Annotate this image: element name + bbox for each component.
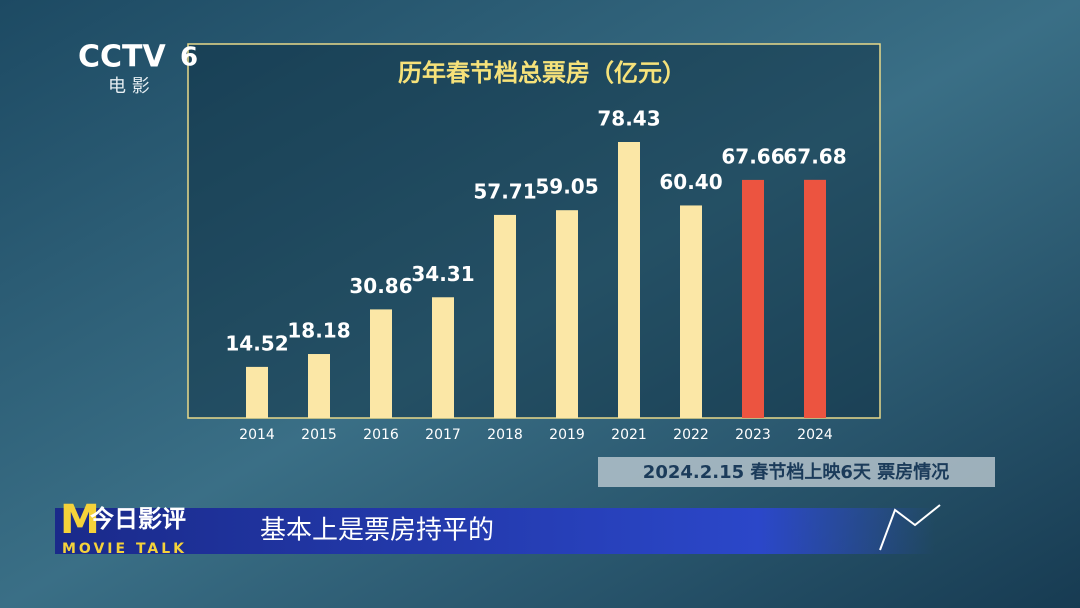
value-label: 67.68	[783, 144, 846, 168]
channel: 6	[180, 43, 198, 73]
program-m: M	[60, 497, 100, 543]
x-tick-label: 2016	[363, 427, 399, 443]
bar	[742, 179, 764, 418]
value-label: 18.18	[287, 319, 350, 343]
caption-band	[55, 508, 935, 554]
date-banner: 2024.2.15 春节档上映6天 票房情况	[643, 461, 949, 483]
x-tick-label: 2022	[673, 427, 709, 443]
chart-title: 历年春节档总票房（亿元）	[398, 59, 686, 87]
program-en: MOVIE TALK	[62, 541, 187, 557]
value-label: 59.05	[535, 175, 598, 199]
bar	[680, 205, 702, 418]
value-label: 34.31	[411, 262, 474, 286]
bar	[432, 297, 454, 418]
logo: CCTV	[78, 40, 166, 75]
value-label: 60.40	[659, 170, 722, 194]
bar	[804, 179, 826, 418]
bar	[308, 354, 330, 418]
date-banner-bg	[598, 457, 995, 487]
decor-line	[879, 504, 941, 551]
bar	[246, 366, 268, 418]
value-label: 30.86	[349, 274, 412, 298]
bar	[556, 210, 578, 418]
bar	[370, 309, 392, 418]
x-tick-label: 2015	[301, 427, 337, 443]
x-tick-label: 2019	[549, 427, 585, 443]
value-label: 78.43	[597, 107, 660, 131]
bar	[494, 214, 516, 418]
program: 今日影评	[90, 505, 186, 533]
bar	[618, 142, 640, 418]
x-tick-label: 2014	[239, 427, 275, 443]
logo-sub: 电 影	[108, 76, 150, 97]
x-tick-label: 2023	[735, 427, 771, 443]
x-tick-label: 2021	[611, 427, 647, 443]
x-tick-label: 2018	[487, 427, 523, 443]
x-tick-label: 2024	[797, 427, 833, 443]
chart-frame	[187, 43, 881, 419]
value-label: 67.66	[721, 144, 784, 168]
caption: 基本上是票房持平的	[260, 516, 494, 546]
value-label: 57.71	[473, 179, 536, 203]
x-tick-label: 2017	[425, 427, 461, 443]
value-label: 14.52	[225, 331, 288, 355]
